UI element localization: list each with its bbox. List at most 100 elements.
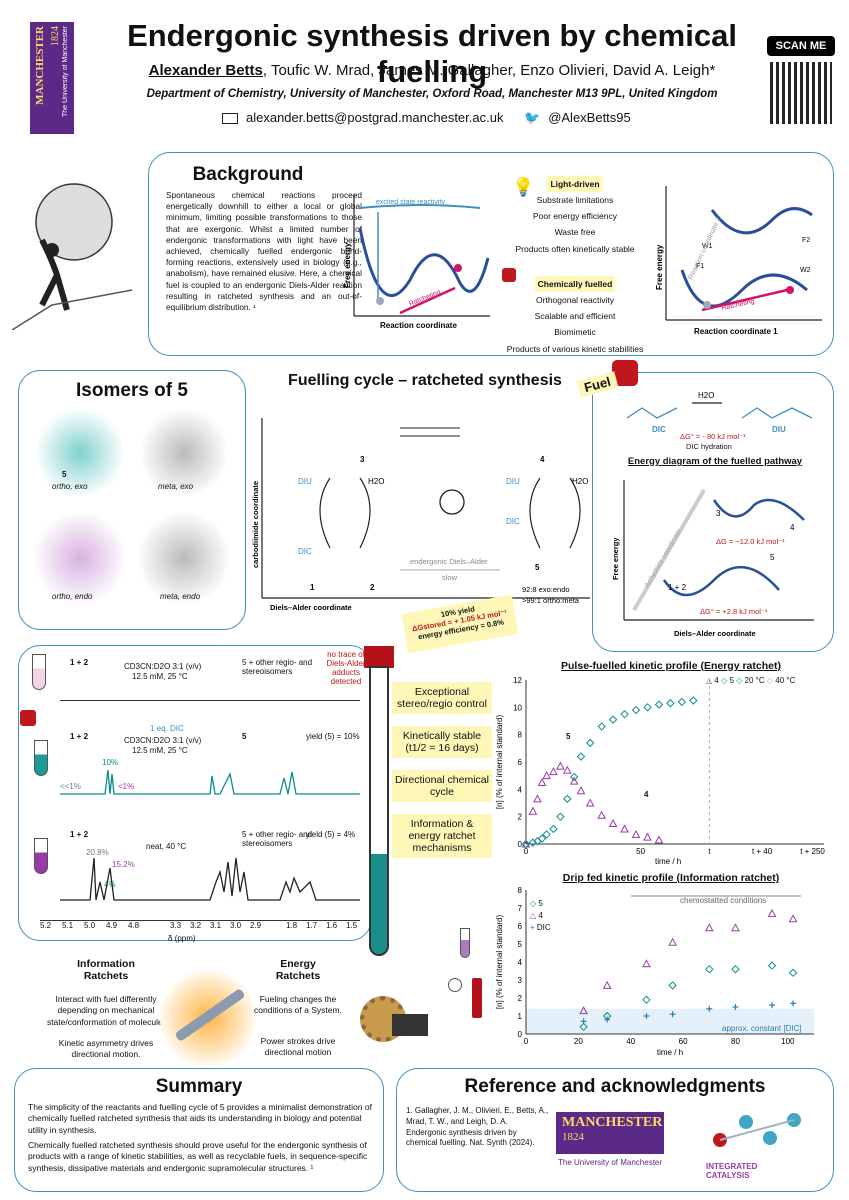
- cycle-ratio2: >99:1 ortho:meta: [522, 596, 580, 605]
- pulse-ylabel: [n] (% of internal standard): [495, 715, 504, 810]
- pulse-label5: 5: [566, 732, 571, 741]
- d2-ylabel: Free energy: [655, 244, 664, 290]
- pulse-point-5-8: [569, 772, 579, 782]
- chem-title: Chemically fuelled: [534, 276, 616, 293]
- pulse-point-4-11: [597, 810, 606, 819]
- nmr-axis-label: δ (ppm): [168, 934, 196, 943]
- pulse-chart: 0 2 4 6 8 10 12 0 50 t t + 40 t + 250 time / h [n] (%…: [495, 676, 825, 866]
- legend-4-marker: △: [706, 676, 713, 685]
- pulse-point-4-5: [549, 767, 558, 776]
- light-title: Light-driven: [547, 176, 603, 193]
- r3-left: 1 + 2: [70, 830, 89, 839]
- twitter-handle[interactable]: @AlexBetts95: [548, 110, 631, 125]
- poster-title: Endergonic synthesis driven by chemical …: [127, 18, 737, 89]
- pulse-point-4-15: [643, 832, 652, 841]
- pulse-point-5-17: [666, 699, 675, 708]
- drip-point-5-2: [642, 995, 651, 1005]
- pathway-ylabel: Free energy: [611, 537, 620, 580]
- summary-title: Summary: [155, 1076, 243, 1097]
- legend-5-marker: ◇: [721, 676, 728, 685]
- spectrum-2: [60, 769, 360, 795]
- drip-point-5-3: [668, 981, 677, 990]
- drip-xtick-1: 20: [574, 1037, 583, 1046]
- isomer-meta-endo-label: meta, endo: [160, 592, 201, 601]
- pulse-point-4-4: [542, 771, 551, 780]
- qr-code[interactable]: [770, 62, 832, 124]
- pathway-l12: 1 + 2: [668, 583, 687, 592]
- drip-point-4-2: [642, 959, 651, 968]
- pulse-point-5-6: [556, 812, 565, 821]
- pulse-point-5-15: [643, 703, 652, 712]
- cycle-n4: 4: [540, 455, 545, 464]
- r2-cond2: 12.5 mM, 25 °C: [132, 746, 188, 755]
- r2-left: 1 + 2: [70, 732, 89, 741]
- drip-ytick-1: 1: [518, 1012, 523, 1021]
- r3-p2: 15.2%: [112, 860, 135, 869]
- cycle-n3: 3: [360, 455, 365, 464]
- email-text[interactable]: alexander.betts@postgrad.manchester.ac.u…: [246, 110, 504, 125]
- r3-p1: 20.8%: [86, 848, 109, 857]
- authors: Alexander Betts, Toufic W. Mrad, James M…: [92, 62, 772, 79]
- pulse-point-5-18: [677, 697, 687, 707]
- cycle-n1: 1: [310, 583, 315, 592]
- big-tube-cap: [364, 646, 394, 668]
- isomer-ortho-exo: 5 ortho, exo: [32, 410, 128, 496]
- cycle-n5: 5: [535, 563, 540, 572]
- tube-1: [32, 654, 46, 690]
- pathway-diag: Anhydride coordinate: [644, 528, 683, 589]
- drip-point-4-5: [731, 923, 740, 932]
- r1-cond1: CD3CN:D2O 3:1 (v/v): [124, 662, 202, 671]
- drip-ytick-8: 8: [518, 886, 523, 895]
- drip-point-5-7: [788, 968, 798, 978]
- drip-ytick-2: 2: [518, 994, 523, 1003]
- r1-note: no trace of Diels-Alder adducts detected: [326, 650, 366, 686]
- scan-me-badge: SCAN ME: [767, 36, 835, 56]
- r1-cond2: 12.5 mM, 25 °C: [132, 672, 188, 681]
- pulse-point-5-14: [631, 705, 641, 715]
- isomer-meta-exo-label: meta, exo: [158, 482, 194, 491]
- bulb-icon: 💡: [512, 177, 535, 197]
- cycle-dic-left: DIC: [298, 547, 312, 556]
- pulse-ytick-2: 4: [518, 785, 523, 794]
- pulse-point-4-3: [537, 777, 547, 786]
- fuelled-pathway-diagram: 3 4 1 + 2 5 ΔG = −12.0 kJ mol⁻¹ ΔG° = +2…: [611, 480, 814, 638]
- r3-p3: 4%: [104, 880, 116, 889]
- drip-chart-title: Drip fed kinetic profile (Information ra…: [562, 872, 780, 884]
- drip-ytick-3: 3: [518, 976, 523, 985]
- r3-right: 5 + other regio- and stereoisomers: [242, 830, 313, 848]
- energy-diagram-title: Energy diagram of the fuelled pathway: [627, 456, 803, 467]
- d2-ratchet: Ratcheting: [721, 298, 755, 312]
- d1-xlabel: Reaction coordinate: [380, 321, 457, 330]
- pulse-point-5-12: [608, 715, 618, 724]
- coauthors: , Toufic W. Mrad, James M. Gallagher, En…: [262, 62, 716, 79]
- background-text: Spontaneous chemical reactions proceed e…: [166, 190, 362, 312]
- pulse-point-5-3: [537, 834, 547, 843]
- legend-40c-marker: ◇: [766, 676, 774, 685]
- summary-p2: Chemically fuelled ratcheted synthesis s…: [28, 1140, 368, 1173]
- energy-ratchet-text2: Power strokes drive directional motion: [260, 1036, 336, 1058]
- isomers-title: Isomers of 5: [76, 380, 188, 401]
- drip-xtick-4: 80: [731, 1037, 740, 1046]
- pulse-point-5-19: [689, 696, 698, 705]
- drip-ytick-4: 4: [518, 958, 523, 967]
- fuel-dg: ΔG° = - 80 kJ mol⁻¹: [680, 432, 746, 441]
- pulse-ytick-1: 2: [518, 813, 523, 822]
- drip-point-5-6: [767, 961, 777, 970]
- drip-xlabel: time / h: [657, 1048, 683, 1057]
- pulse-point-4-14: [631, 829, 641, 838]
- dic-hydration-scheme: DIC DIU H2O: [626, 391, 813, 434]
- drip-ytick-0: 0: [518, 1030, 523, 1039]
- drip-xtick-3: 60: [679, 1037, 688, 1046]
- r2-cond1: CD3CN:D2O 3:1 (v/v): [124, 736, 202, 745]
- feature-1: Exceptional stereo/regio control: [392, 682, 492, 714]
- pulse-legend: △ 4 ◇ 5 ◇ 20 °C ◇ 40 °C: [706, 676, 796, 685]
- background-title: Background: [192, 164, 304, 185]
- cycle-h2o-left: H2O: [368, 477, 384, 486]
- fuel-dic: DIC: [652, 425, 666, 434]
- cycle-slow: slow: [442, 573, 458, 582]
- info-ratchet-title: Information Ratchets: [77, 958, 135, 982]
- energy-ratchet-title: Energy Ratchets: [275, 958, 321, 982]
- fuel-diu: DIU: [772, 425, 786, 434]
- drip-setup-icon: [448, 928, 488, 1024]
- drip-point-5-4: [705, 964, 714, 974]
